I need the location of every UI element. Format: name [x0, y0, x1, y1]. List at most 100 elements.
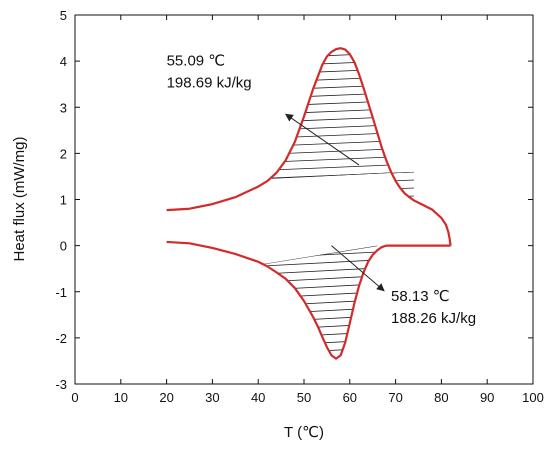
hatch-line	[271, 179, 414, 187]
hatch-line	[263, 380, 378, 386]
hatch-line	[272, 260, 414, 266]
hatch-line	[263, 92, 378, 98]
x-tick-label: 70	[388, 390, 402, 405]
hatch-line	[262, 355, 378, 359]
x-tick-label: 50	[297, 390, 311, 405]
hatch-line	[263, 20, 378, 26]
x-tick-label: 60	[343, 390, 357, 405]
hatch-line	[263, 196, 378, 202]
hatch-line	[272, 372, 414, 378]
hatch-line	[262, 339, 378, 347]
x-tick-label: 30	[205, 390, 219, 405]
x-tick-label: 90	[480, 390, 494, 405]
hatch-line	[263, 108, 378, 114]
hatch-line	[271, 155, 414, 163]
hatch-line	[263, 60, 378, 66]
hatch-melting	[271, 20, 414, 386]
hatch-line	[263, 204, 378, 210]
hatch-layer	[262, 20, 414, 386]
hatch-line	[271, 195, 414, 201]
hatch-line	[263, 116, 378, 122]
x-tick-label: 80	[434, 390, 448, 405]
hatch-line	[271, 163, 414, 171]
series-line-upper	[166, 47, 452, 246]
hatch-line	[263, 84, 378, 90]
annotation-arrow	[285, 113, 360, 166]
hatch-line	[272, 276, 414, 282]
hatch-baseline	[262, 245, 378, 265]
hatch-line	[272, 356, 414, 362]
annotation-text: 55.09 ℃	[167, 53, 226, 70]
hatch-line	[263, 180, 378, 186]
hatch-line	[263, 156, 378, 162]
hatch-line	[272, 380, 414, 386]
y-axis-title: Heat flux (mW/mg)	[11, 136, 28, 261]
y-tick-label: 3	[60, 100, 67, 115]
hatch-line	[262, 307, 378, 315]
y-tick-label: 5	[60, 8, 67, 23]
hatch-line	[263, 228, 378, 234]
hatch-line	[263, 172, 378, 178]
hatch-line	[272, 36, 414, 42]
y-tick-label: 1	[60, 193, 67, 208]
hatch-line	[271, 75, 414, 83]
hatch-line	[262, 259, 378, 267]
hatch-line	[272, 340, 414, 346]
hatch-line	[272, 220, 414, 226]
hatch-line	[263, 220, 378, 226]
hatch-line	[263, 44, 378, 50]
x-ticks: 0 10 20 30 40 50 60 70 80 90 100	[71, 15, 544, 405]
hatch-line	[263, 236, 378, 242]
hatch-line	[262, 299, 378, 307]
hatch-line	[271, 147, 414, 155]
x-axis-title: T (℃)	[284, 424, 324, 441]
hatch-line	[262, 291, 378, 299]
hatch-line	[272, 236, 414, 242]
hatch-line	[272, 228, 414, 234]
y-tick-label: -3	[55, 377, 67, 392]
annotation-arrow	[331, 245, 385, 292]
x-tick-label: 0	[71, 390, 78, 405]
series-line-lower	[166, 240, 451, 360]
hatch-line	[263, 148, 378, 154]
x-tick-label: 20	[159, 390, 173, 405]
hatch-line	[263, 28, 378, 34]
hatch-line	[262, 315, 378, 323]
hatch-line	[272, 332, 414, 338]
hatch-line	[272, 20, 414, 26]
hatch-line	[271, 107, 414, 115]
hatch-line	[263, 364, 378, 370]
x-tick-label: 10	[114, 390, 128, 405]
hatch-line	[272, 28, 414, 34]
hatch-line	[271, 131, 414, 139]
hatch-line	[271, 59, 414, 67]
hatch-line	[263, 188, 378, 194]
y-tick-label: -1	[55, 285, 67, 300]
hatch-line	[272, 204, 414, 210]
hatch-line	[263, 124, 378, 130]
hatch-line	[262, 245, 378, 251]
y-ticks: -3 -2 -1 0 1 2 3 4 5	[55, 8, 533, 392]
hatch-line	[263, 140, 378, 146]
hatch-line	[272, 268, 414, 274]
x-tick-label: 40	[251, 390, 265, 405]
hatch-line	[263, 372, 378, 378]
y-tick-label: 4	[60, 54, 67, 69]
hatch-line	[263, 132, 378, 138]
hatch-line	[271, 83, 414, 91]
annotation-text: 198.69 kJ/kg	[167, 75, 252, 92]
hatch-line	[262, 267, 378, 275]
plot-frame	[74, 14, 534, 385]
hatch-line	[271, 187, 414, 195]
hatch-line	[263, 52, 378, 58]
hatch-line	[263, 36, 378, 42]
hatch-line	[272, 364, 414, 370]
y-tick-label: 0	[60, 239, 67, 254]
annotation-text: 58.13 ℃	[391, 288, 450, 305]
x-tick-label: 100	[522, 390, 544, 405]
y-tick-label: -2	[55, 331, 67, 346]
hatch-line	[271, 51, 414, 59]
hatch-line	[262, 347, 378, 355]
